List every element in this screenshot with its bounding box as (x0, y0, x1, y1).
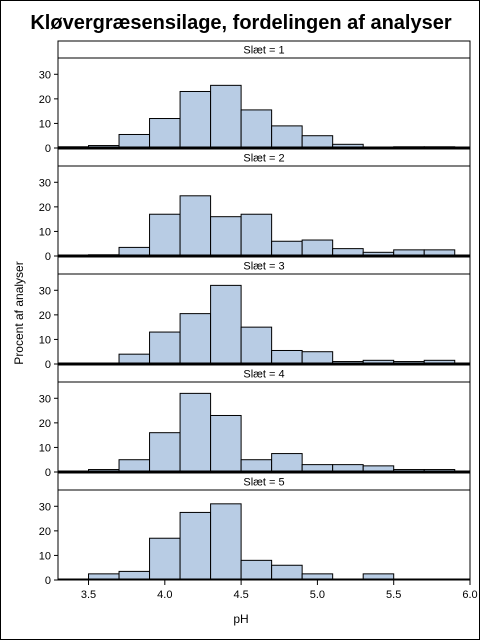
y-tick-label: 30 (39, 393, 51, 405)
histogram-bar (240, 109, 273, 149)
x-tick-label: 4.0 (157, 589, 172, 601)
y-tick-label: 0 (45, 143, 51, 155)
y-tick-label: 10 (39, 442, 51, 454)
panel-label: Slæt = 2 (243, 153, 284, 165)
y-tick-label: 20 (39, 310, 51, 322)
y-axis-label: Procent af analyser (12, 261, 26, 364)
x-tick-label: 5.5 (386, 589, 401, 601)
histogram-bar (210, 414, 242, 473)
histogram-bar (301, 239, 334, 257)
y-tick-label: 30 (39, 177, 51, 189)
chart-title: Kløvergræsensilage, fordelingen af analy… (30, 12, 451, 34)
y-tick-label: 30 (39, 501, 51, 513)
y-tick-label: 10 (39, 226, 51, 238)
x-tick-label: 3.5 (81, 589, 96, 601)
panel-label: Slæt = 4 (243, 369, 284, 381)
histogram-bar (210, 284, 242, 365)
panel-label: Slæt = 3 (243, 261, 284, 273)
panel-plot-area (57, 381, 471, 473)
histogram-bar (149, 213, 181, 257)
histogram-bar (179, 90, 212, 149)
y-tick-label: 10 (39, 118, 51, 130)
histogram-bar (179, 313, 212, 365)
y-tick-label: 10 (39, 550, 51, 562)
y-tick-label: 30 (39, 69, 51, 81)
y-tick-label: 0 (45, 467, 51, 479)
x-tick-label: 4.5 (233, 589, 248, 601)
histogram-bar (149, 432, 181, 473)
histogram-bar (149, 331, 181, 365)
histogram-bar (271, 564, 303, 581)
histogram-bar (271, 453, 303, 473)
histogram-bar (240, 326, 273, 365)
histogram-bar (118, 459, 151, 473)
histogram-bar (179, 195, 212, 257)
histogram-bar (149, 118, 181, 149)
y-tick-label: 20 (39, 94, 51, 106)
histogram-bar (271, 349, 303, 365)
histogram-bar (240, 213, 273, 257)
histogram-bar (301, 351, 334, 365)
y-tick-label: 10 (39, 334, 51, 346)
histogram-bar (118, 133, 151, 149)
histogram-bar (210, 216, 242, 257)
histogram-bar (210, 503, 242, 581)
y-tick-label: 0 (45, 251, 51, 263)
histogram-bar (179, 392, 212, 473)
panel-label: Slæt = 1 (243, 45, 284, 57)
histogram-bar (240, 459, 273, 473)
y-tick-label: 0 (45, 359, 51, 371)
histogram-bar (271, 240, 303, 257)
histogram-bar (301, 135, 334, 149)
histogram-bar (179, 511, 212, 581)
histogram-bar (210, 84, 242, 149)
histogram-bar (240, 559, 273, 581)
histogram-bar (271, 125, 303, 149)
histogram-bar (149, 537, 181, 581)
x-tick-label: 6.0 (462, 589, 477, 601)
y-tick-label: 20 (39, 418, 51, 430)
y-tick-label: 0 (45, 575, 51, 587)
x-tick-label: 5.0 (310, 589, 325, 601)
panel-label: Slæt = 5 (243, 477, 284, 489)
y-tick-label: 20 (39, 526, 51, 538)
panels-group: Slæt = 1 0 10 20 30 Slæt = 2 0 10 20 30 Slæt = 3 0 1… (39, 40, 478, 601)
x-axis-label: pH (233, 612, 248, 626)
y-tick-label: 30 (39, 285, 51, 297)
y-tick-label: 20 (39, 202, 51, 214)
